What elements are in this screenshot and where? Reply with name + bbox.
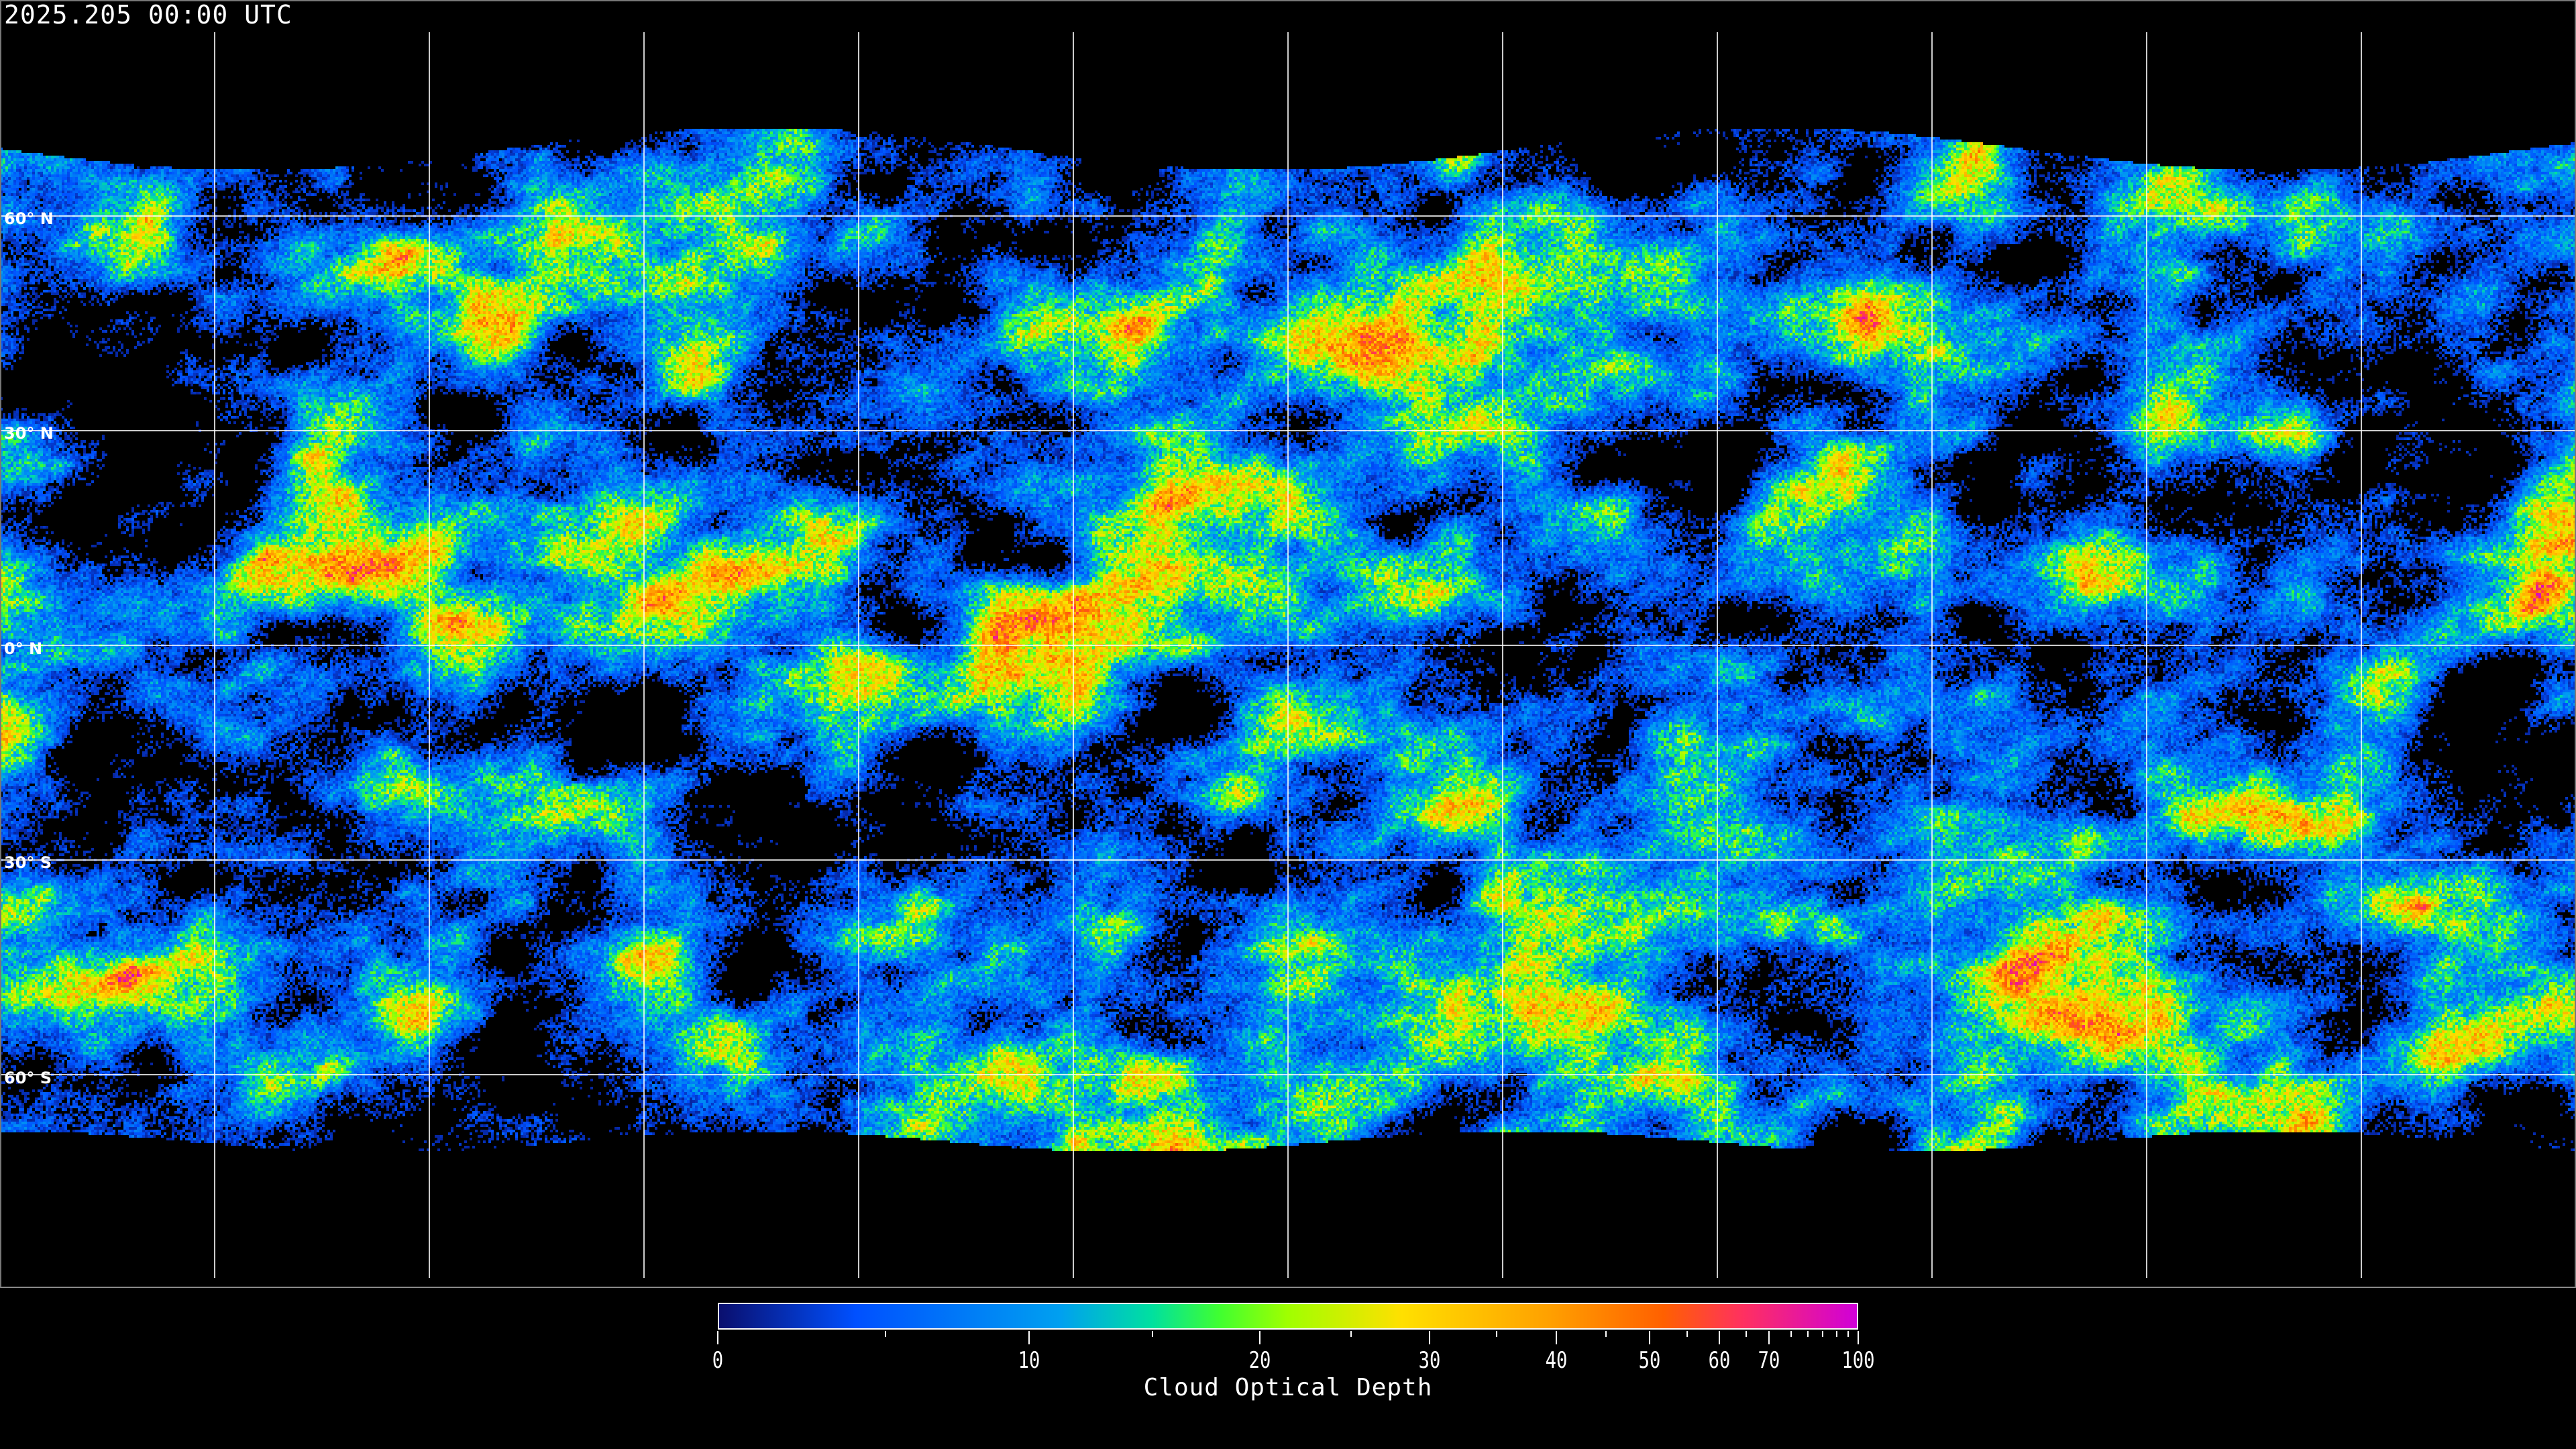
colorbar-minor-tick <box>1847 1331 1849 1337</box>
lat-label-60s: 60° S <box>4 1069 52 1087</box>
colorbar-major-tick <box>1555 1331 1557 1344</box>
colorbar-minor-tick <box>1605 1331 1607 1337</box>
colorbar-title: Cloud Optical Depth <box>1143 1374 1433 1401</box>
colorbar-tick-label: 100 <box>1841 1347 1875 1374</box>
colorbar-tick-label: 60 <box>1708 1347 1730 1374</box>
colorbar-tick-label: 70 <box>1758 1347 1780 1374</box>
colorbar-major-tick <box>1648 1331 1650 1344</box>
colorbar-major-tick <box>1258 1331 1260 1344</box>
colorbar-minor-tick <box>1350 1331 1352 1337</box>
colorbar-minor-tick <box>1746 1331 1748 1337</box>
colorbar-tick-label: 10 <box>1018 1347 1040 1374</box>
colorbar-major-tick <box>1428 1331 1430 1344</box>
colorbar-tick-label: 30 <box>1418 1347 1441 1374</box>
colorbar-minor-tick <box>1496 1331 1498 1337</box>
lat-label-60n: 60° N <box>4 209 54 228</box>
colorbar-minor-tick <box>884 1331 886 1337</box>
colorbar-tick-label: 50 <box>1638 1347 1661 1374</box>
colorbar-tick-label: 20 <box>1248 1347 1271 1374</box>
map-frame <box>0 0 2576 1288</box>
colorbar-minor-tick <box>1151 1331 1153 1337</box>
colorbar-minor-tick <box>1835 1331 1837 1337</box>
colorbar-major-tick <box>717 1331 718 1344</box>
colorbar-minor-tick <box>1807 1331 1809 1337</box>
colorbar-minor-tick <box>1686 1331 1688 1337</box>
colorbar <box>718 1303 1858 1330</box>
colorbar-major-tick <box>1858 1331 1859 1344</box>
colorbar-major-tick <box>1718 1331 1720 1344</box>
colorbar-tick-label: 40 <box>1545 1347 1567 1374</box>
graticule <box>0 32 2576 1278</box>
lat-label-30s: 30° S <box>4 853 52 872</box>
timestamp-label: 2025.205 00:00 UTC <box>4 0 292 30</box>
lat-label-30n: 30° N <box>4 424 54 443</box>
colorbar-axis: 0 10 20 30 40 50 60 70 100 <box>712 1331 1875 1398</box>
colorbar-major-tick <box>1768 1331 1770 1344</box>
lat-label-0n: 0° N <box>4 639 43 658</box>
colorbar-tick-label: 0 <box>712 1347 724 1374</box>
colorbar-minor-tick <box>1822 1331 1824 1337</box>
colorbar-minor-tick <box>1790 1331 1792 1337</box>
colorbar-major-tick <box>1028 1331 1030 1344</box>
